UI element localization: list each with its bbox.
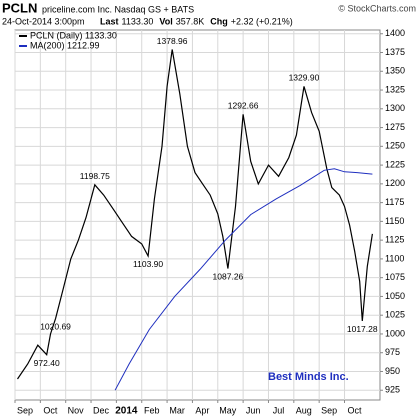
y-tick-label: 1075 bbox=[385, 272, 405, 282]
annotation: 972.40 bbox=[34, 358, 60, 368]
annotation: 1198.75 bbox=[80, 171, 110, 181]
x-tick-label: Mar bbox=[169, 405, 185, 415]
x-tick-label: 2014 bbox=[115, 406, 138, 417]
series-line bbox=[17, 49, 373, 380]
y-tick-label: 1275 bbox=[385, 122, 405, 132]
x-tick-label: Sep bbox=[17, 405, 33, 415]
y-tick-label: 1200 bbox=[385, 178, 405, 188]
date: 24-Oct-2014 3:00pm bbox=[2, 16, 85, 26]
y-tick-label: 925 bbox=[385, 385, 400, 395]
annotation: 1329.90 bbox=[289, 73, 320, 83]
annotation: 1292.66 bbox=[228, 101, 259, 111]
x-tick-label: May bbox=[219, 405, 237, 415]
x-tick-label: Jul bbox=[273, 405, 285, 415]
watermark: Best Minds Inc. bbox=[268, 371, 349, 383]
x-tick-label: Aug bbox=[296, 405, 312, 415]
y-tick-label: 1250 bbox=[385, 141, 405, 151]
info-value: +2.32 (+0.21%) bbox=[231, 16, 293, 26]
y-tick-label: 1350 bbox=[385, 66, 405, 76]
x-tick-label: Nov bbox=[68, 405, 85, 415]
y-tick-label: 1000 bbox=[385, 328, 405, 338]
info-label: Chg bbox=[210, 16, 228, 26]
y-tick-label: 1400 bbox=[385, 28, 405, 38]
x-tick-label: Oct bbox=[43, 405, 58, 415]
plot-frame bbox=[14, 29, 381, 401]
legend-label: MA(200) 1212.99 bbox=[30, 40, 100, 50]
x-tick-label: Dec bbox=[93, 405, 110, 415]
y-tick-label: 975 bbox=[385, 347, 400, 357]
y-tick-label: 1150 bbox=[385, 216, 404, 226]
credit: © StockCharts.com bbox=[338, 3, 416, 13]
y-tick-label: 1375 bbox=[385, 47, 405, 57]
info-value: 357.8K bbox=[176, 16, 205, 26]
y-tick-label: 1025 bbox=[385, 310, 405, 320]
chart-subtitle: priceline.com Inc. Nasdaq GS + BATS bbox=[42, 4, 194, 14]
y-tick-label: 1325 bbox=[385, 84, 405, 94]
chart-title: PCLN bbox=[2, 0, 37, 15]
annotation: 1020.69 bbox=[40, 322, 71, 332]
info-value: 1133.30 bbox=[122, 16, 154, 26]
x-tick-label: Jun bbox=[246, 405, 261, 415]
y-tick-label: 950 bbox=[385, 366, 400, 376]
annotation: 1017.28 bbox=[347, 324, 378, 334]
info-label: Vol bbox=[159, 16, 172, 26]
info-label: Last bbox=[100, 16, 119, 26]
y-tick-label: 1050 bbox=[385, 291, 405, 301]
legend-label: PCLN (Daily) 1133.30 bbox=[30, 30, 117, 40]
x-tick-label: Sep bbox=[321, 405, 337, 415]
x-tick-label: Feb bbox=[144, 405, 160, 415]
y-tick-label: 1175 bbox=[385, 197, 404, 207]
annotation: 1378.96 bbox=[157, 36, 188, 46]
x-tick-label: Oct bbox=[348, 405, 363, 415]
series-line bbox=[114, 168, 373, 391]
y-tick-label: 1100 bbox=[385, 253, 404, 263]
x-tick-label: Apr bbox=[195, 405, 209, 415]
annotation: 1087.26 bbox=[213, 272, 244, 282]
y-tick-label: 1125 bbox=[385, 235, 404, 245]
y-tick-label: 1225 bbox=[385, 159, 405, 169]
y-tick-label: 1300 bbox=[385, 103, 405, 113]
annotation: 1103.90 bbox=[133, 259, 163, 269]
